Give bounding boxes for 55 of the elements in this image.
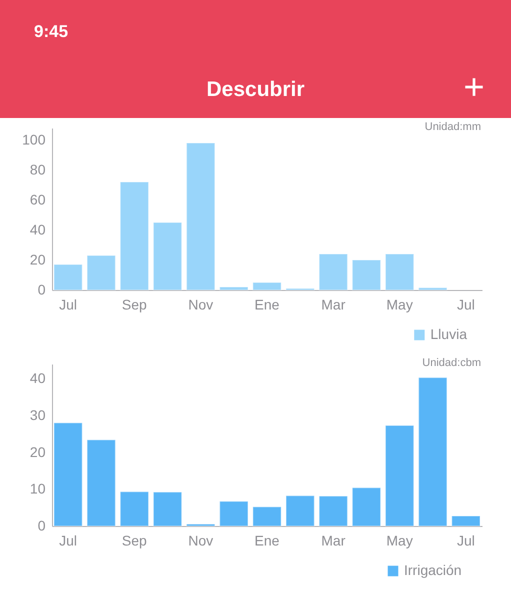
x-tick-label: May bbox=[386, 296, 413, 312]
x-tick-label: Jul bbox=[59, 296, 78, 312]
bar bbox=[152, 222, 182, 290]
bar bbox=[219, 286, 248, 290]
bar bbox=[53, 264, 83, 290]
chart-title: Descubrir bbox=[206, 78, 305, 101]
bar bbox=[385, 254, 414, 290]
x-tick-label: Jul bbox=[456, 532, 475, 548]
bar bbox=[418, 287, 448, 290]
bar bbox=[385, 424, 414, 526]
y-tick-label: 30 bbox=[30, 407, 46, 424]
bar bbox=[53, 422, 83, 526]
bar bbox=[252, 282, 282, 290]
y-tick-label: 80 bbox=[30, 162, 46, 178]
x-tick-label: Sep bbox=[122, 296, 148, 312]
bar bbox=[318, 496, 348, 526]
y-tick-label: 40 bbox=[30, 370, 46, 386]
text: 9:45 bbox=[34, 22, 68, 41]
bar bbox=[86, 439, 116, 526]
text: + bbox=[463, 66, 485, 107]
bar bbox=[186, 142, 216, 290]
y-tick-label: 20 bbox=[30, 444, 46, 460]
bar bbox=[318, 254, 348, 290]
bar bbox=[286, 495, 315, 526]
y-tick-label: 0 bbox=[38, 282, 46, 298]
bar bbox=[252, 506, 282, 526]
x-tick-label: Jul bbox=[456, 296, 475, 312]
y-tick-label: 40 bbox=[30, 222, 46, 238]
y-tick-label: 60 bbox=[30, 192, 46, 208]
annotation: Unidad:cbm bbox=[422, 357, 481, 369]
bar bbox=[120, 491, 149, 526]
x-tick-label: Jul bbox=[59, 532, 78, 548]
bar bbox=[120, 182, 149, 290]
x-tick-label: Ene bbox=[254, 532, 280, 548]
bar bbox=[451, 516, 481, 526]
x-tick-label: Sep bbox=[122, 532, 148, 548]
bar bbox=[418, 377, 448, 526]
y-tick-label: 20 bbox=[30, 252, 46, 268]
x-tick-label: May bbox=[386, 532, 413, 548]
y-tick-label: 0 bbox=[38, 518, 46, 534]
x-tick-label: Ene bbox=[254, 296, 280, 312]
bar bbox=[86, 255, 116, 290]
x-tick-label: Nov bbox=[188, 532, 214, 548]
annotation: Unidad:mm bbox=[424, 121, 481, 133]
y-tick-label: 10 bbox=[30, 480, 46, 497]
x-tick-label: Nov bbox=[188, 296, 214, 312]
legend-label: Lluvia bbox=[430, 326, 468, 342]
bar bbox=[152, 492, 182, 526]
y-tick-label: 100 bbox=[22, 132, 46, 148]
bar bbox=[352, 260, 382, 290]
bar bbox=[219, 500, 248, 526]
x-tick-label: Mar bbox=[321, 532, 346, 548]
bar bbox=[352, 487, 382, 526]
legend-label: Irrigación bbox=[404, 562, 462, 578]
x-tick-label: Mar bbox=[321, 296, 346, 312]
